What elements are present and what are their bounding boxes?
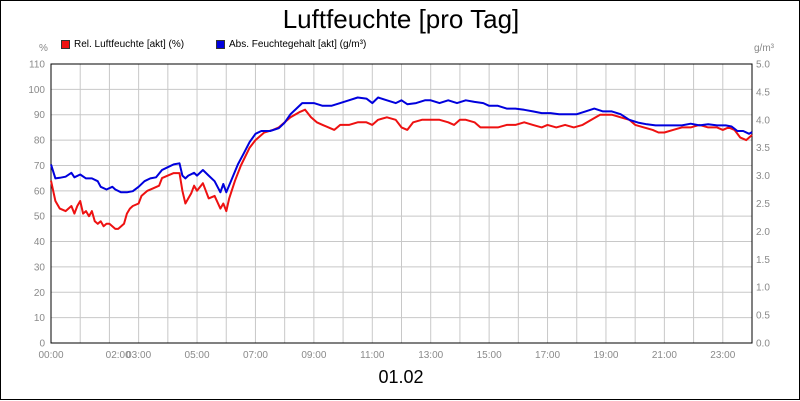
y-right-tick-label: 1.5	[756, 255, 770, 266]
y-left-tick-label: 110	[29, 60, 45, 71]
y-right-tick-label: 0.0	[756, 339, 770, 350]
y-left-tick-label: 0	[39, 339, 45, 350]
legend-item-rel-humidity: Rel. Luftfeuchte [akt] (%)	[61, 39, 184, 50]
y-left-tick-label: 70	[34, 161, 46, 172]
x-tick-label: 09:00	[301, 350, 326, 361]
date-label: 01.02	[378, 367, 424, 387]
series-line-abs-humidity	[50, 96, 753, 194]
y-right-tick-label: 0.5	[756, 311, 770, 322]
y-right-tick-label: 3.0	[756, 171, 770, 182]
legend-label-rel-humidity: Rel. Luftfeuchte [akt] (%)	[74, 39, 185, 50]
y-right-tick-label: 3.5	[756, 143, 770, 154]
y-left-tick-label: 60	[34, 186, 46, 197]
y-left-tick-label: 10	[34, 313, 46, 324]
x-tick-label: 15:00	[477, 350, 502, 361]
x-tick-label: 11:00	[360, 350, 385, 361]
y-left-tick-label: 20	[34, 288, 46, 299]
chart-title: Luftfeuchte [pro Tag]	[282, 4, 520, 34]
y-left-tick-label: 80	[34, 136, 46, 147]
y-left-tick-label: 40	[34, 237, 46, 248]
y-left-tick-label: 30	[34, 262, 46, 273]
x-tick-label: 17:00	[535, 350, 560, 361]
y-left-tick-label: 50	[34, 212, 46, 223]
x-tick-label: 19:00	[593, 350, 618, 361]
x-tick-label: 13:00	[418, 350, 443, 361]
y-right-tick-label: 4.0	[756, 115, 770, 126]
legend-item-abs-humidity: Abs. Feuchtegehalt [akt] (g/m³)	[216, 39, 366, 50]
x-tick-label: 07:00	[243, 350, 268, 361]
y-right-tick-label: 4.5	[756, 87, 770, 98]
y-left-tick-label: 100	[28, 85, 45, 96]
y-right-tick-label: 5.0	[756, 60, 770, 71]
right-axis-unit: g/m³	[754, 43, 774, 54]
x-tick-label: 00:00	[38, 350, 63, 361]
y-right-tick-label: 2.0	[756, 227, 770, 238]
x-tick-label: 21:00	[652, 350, 677, 361]
y-right-tick-label: 2.5	[756, 199, 770, 210]
x-tick-label: 23:00	[710, 350, 735, 361]
plot-border	[50, 63, 753, 344]
y-right-tick-label: 1.0	[756, 283, 770, 294]
legend-label-abs-humidity: Abs. Feuchtegehalt [akt] (g/m³)	[229, 39, 367, 50]
left-axis-unit: %	[39, 43, 48, 54]
y-left-tick-label: 90	[34, 110, 46, 121]
legend-swatch-red-icon	[61, 40, 70, 49]
x-tick-label: 03:00	[126, 350, 151, 361]
x-tick-label: 02:00	[106, 350, 131, 361]
legend-swatch-blue-icon	[216, 40, 225, 49]
x-tick-label: 05:00	[185, 350, 210, 361]
series-line-rel-humidity	[50, 108, 753, 230]
